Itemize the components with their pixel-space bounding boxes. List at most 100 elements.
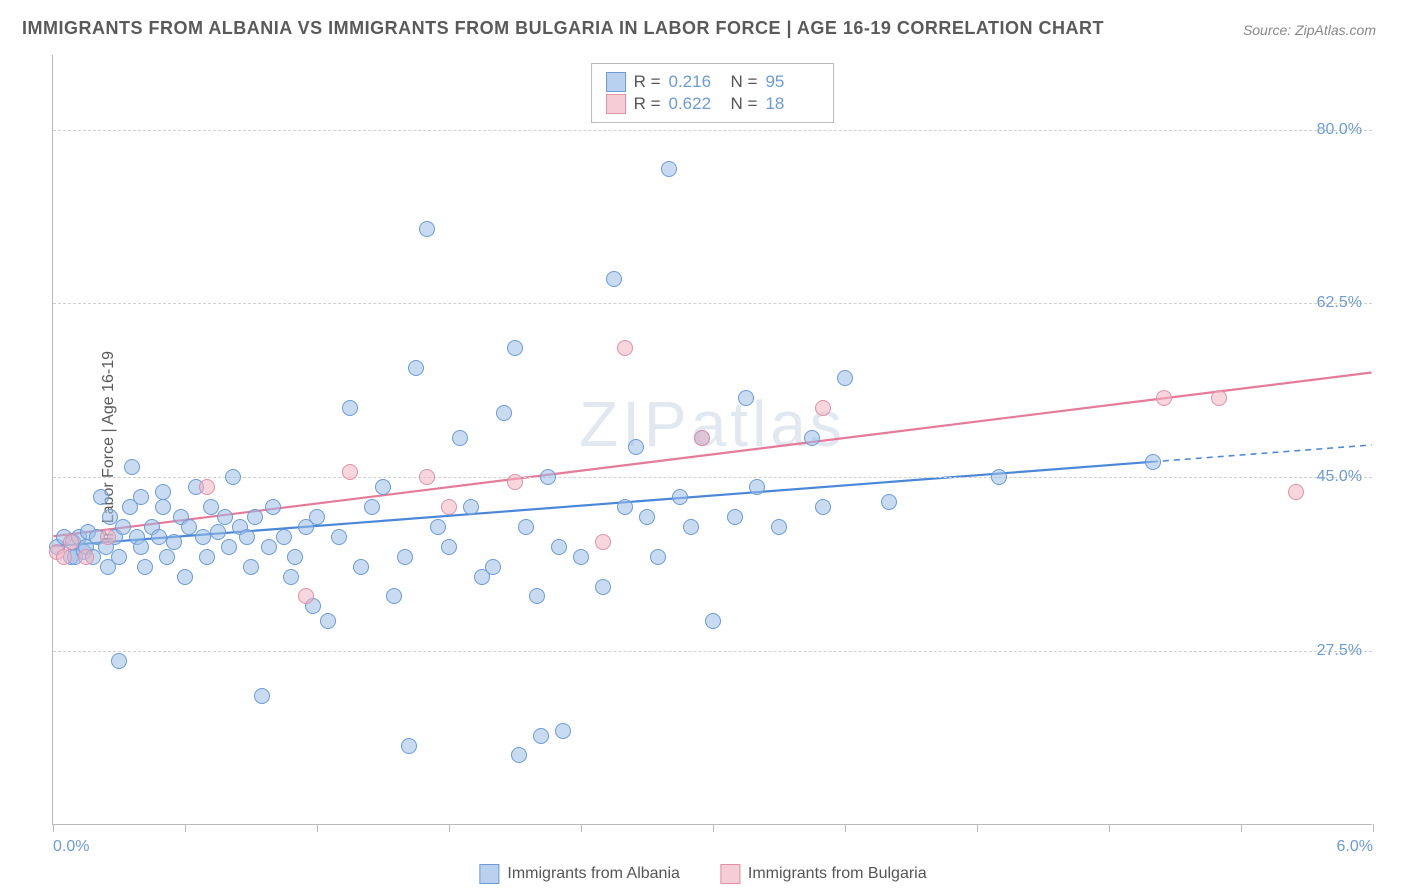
scatter-point-albania [320, 613, 336, 629]
scatter-point-albania [151, 529, 167, 545]
scatter-point-bulgaria [419, 469, 435, 485]
scatter-point-bulgaria [78, 549, 94, 565]
legend-item-bulgaria: Immigrants from Bulgaria [720, 864, 927, 884]
scatter-point-albania [533, 728, 549, 744]
scatter-point-albania [287, 549, 303, 565]
scatter-point-albania [529, 588, 545, 604]
scatter-point-bulgaria [1288, 484, 1304, 500]
scatter-point-albania [419, 221, 435, 237]
scatter-point-albania [93, 489, 109, 505]
gridline-horizontal [53, 477, 1372, 478]
scatter-point-bulgaria [56, 549, 72, 565]
legend-swatch-bulgaria [720, 864, 740, 884]
watermark-text: ZIPatlas [579, 387, 846, 461]
scatter-point-albania [738, 390, 754, 406]
x-tick-label: 0.0% [53, 838, 89, 856]
scatter-point-albania [221, 539, 237, 555]
scatter-point-albania [353, 559, 369, 575]
scatter-point-albania [628, 439, 644, 455]
legend-swatch-albania [606, 72, 626, 92]
legend-label: Immigrants from Albania [507, 865, 680, 883]
scatter-point-albania [496, 405, 512, 421]
y-tick-label: 45.0% [1317, 468, 1362, 486]
scatter-point-albania [397, 549, 413, 565]
legend-swatch-bulgaria [606, 94, 626, 114]
scatter-point-albania [650, 549, 666, 565]
scatter-point-albania [386, 588, 402, 604]
scatter-point-albania [705, 613, 721, 629]
legend-r-value: 0.622 [669, 94, 723, 114]
scatter-point-albania [511, 747, 527, 763]
scatter-point-albania [595, 579, 611, 595]
scatter-point-albania [195, 529, 211, 545]
gridline-horizontal [53, 130, 1372, 131]
scatter-point-albania [540, 469, 556, 485]
scatter-point-albania [265, 499, 281, 515]
scatter-point-bulgaria [1156, 390, 1172, 406]
scatter-point-albania [401, 738, 417, 754]
scatter-point-albania [617, 499, 633, 515]
legend-item-albania: Immigrants from Albania [479, 864, 680, 884]
x-tick [1373, 824, 1374, 832]
x-tick [449, 824, 450, 832]
scatter-point-albania [124, 459, 140, 475]
scatter-point-bulgaria [694, 430, 710, 446]
scatter-point-bulgaria [617, 340, 633, 356]
y-tick-label: 80.0% [1317, 121, 1362, 139]
x-tick-label: 6.0% [1337, 838, 1373, 856]
legend-r-label: R = [634, 72, 661, 92]
scatter-point-albania [606, 271, 622, 287]
y-tick-label: 62.5% [1317, 294, 1362, 312]
scatter-point-albania [551, 539, 567, 555]
scatter-point-albania [815, 499, 831, 515]
scatter-point-bulgaria [342, 464, 358, 480]
scatter-point-albania [555, 723, 571, 739]
corr-legend-row-bulgaria: R =0.622N =18 [606, 94, 820, 114]
scatter-point-albania [672, 489, 688, 505]
legend-n-label: N = [731, 94, 758, 114]
legend-n-label: N = [731, 72, 758, 92]
scatter-point-albania [485, 559, 501, 575]
regression-lines-layer [53, 55, 1372, 824]
x-tick [581, 824, 582, 832]
correlation-legend: R =0.216N =95R =0.622N =18 [591, 63, 835, 123]
scatter-point-albania [573, 549, 589, 565]
scatter-point-albania [375, 479, 391, 495]
x-tick [1241, 824, 1242, 832]
x-tick [1109, 824, 1110, 832]
scatter-point-albania [276, 529, 292, 545]
scatter-point-albania [881, 494, 897, 510]
scatter-point-albania [247, 509, 263, 525]
scatter-point-albania [661, 161, 677, 177]
scatter-point-bulgaria [507, 474, 523, 490]
legend-r-label: R = [634, 94, 661, 114]
x-tick [185, 824, 186, 832]
series-legend: Immigrants from Albania Immigrants from B… [479, 864, 926, 884]
scatter-point-albania [837, 370, 853, 386]
scatter-point-albania [225, 469, 241, 485]
scatter-point-albania [749, 479, 765, 495]
scatter-point-albania [111, 549, 127, 565]
scatter-point-albania [309, 509, 325, 525]
scatter-point-albania [283, 569, 299, 585]
source-attribution: Source: ZipAtlas.com [1243, 22, 1376, 38]
scatter-point-bulgaria [815, 400, 831, 416]
scatter-point-albania [430, 519, 446, 535]
scatter-point-albania [364, 499, 380, 515]
x-tick [845, 824, 846, 832]
x-tick [53, 824, 54, 832]
legend-swatch-albania [479, 864, 499, 884]
scatter-point-albania [991, 469, 1007, 485]
scatter-point-albania [159, 549, 175, 565]
scatter-point-albania [111, 653, 127, 669]
legend-r-value: 0.216 [669, 72, 723, 92]
gridline-horizontal [53, 651, 1372, 652]
scatter-point-albania [155, 484, 171, 500]
legend-label: Immigrants from Bulgaria [748, 865, 927, 883]
scatter-point-albania [199, 549, 215, 565]
scatter-point-albania [408, 360, 424, 376]
scatter-point-albania [166, 534, 182, 550]
scatter-point-albania [804, 430, 820, 446]
scatter-point-bulgaria [199, 479, 215, 495]
scatter-point-bulgaria [441, 499, 457, 515]
